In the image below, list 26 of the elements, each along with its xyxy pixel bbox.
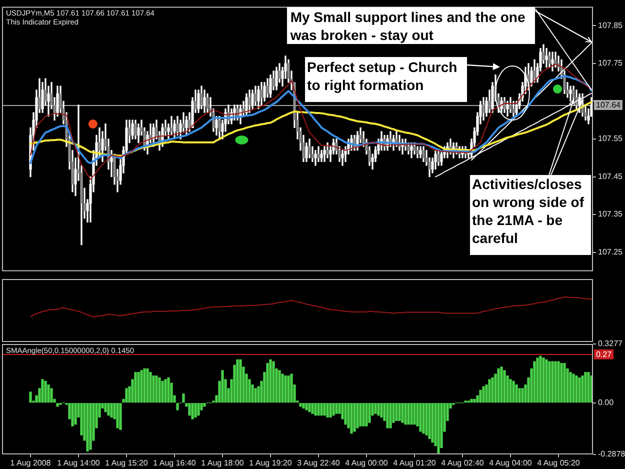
annotation: Perfect setup - Church to right formation [305, 57, 468, 102]
ref-line-label: 107.64 [596, 100, 622, 110]
x-tick-label: 1 Aug 16:40 [153, 458, 196, 468]
y-tick-label: 107.25 [598, 248, 624, 257]
x-tick-label: 1 Aug 18:00 [201, 458, 244, 468]
annotation: My Small support lines and the one was broken - stay out [287, 7, 536, 44]
x-tick-label: 3 Aug 22:40 [297, 458, 340, 468]
x-tick-label: 1 Aug 14:00 [57, 458, 100, 468]
x-tick-label: 4 Aug 04:00 [489, 458, 532, 468]
annotation: Activities/closes on wrong side of the 21MA - be careful [470, 175, 591, 255]
x-tick-label: 4 Aug 02:40 [441, 458, 484, 468]
x-tick-label: 1 Aug 15:20 [105, 458, 148, 468]
ref-line-label: 0.27 [596, 350, 612, 360]
y-tick-label: -0.2878 [598, 450, 625, 459]
y-tick-label: 107.35 [598, 210, 624, 219]
x-tick-label: 4 Aug 00:00 [345, 458, 388, 468]
x-tick-label: 1 Aug 19:20 [249, 458, 292, 468]
y-tick-label: 107.45 [598, 172, 624, 181]
y-tick-label: 0.00 [598, 398, 614, 407]
x-tick-label: 4 Aug 01:20 [393, 458, 436, 468]
x-tick-label: 1 Aug 2008 [10, 458, 52, 468]
x-tick-label: 4 Aug 05:20 [537, 458, 580, 468]
y-tick-label: 107.75 [598, 58, 624, 68]
y-tick-label: 0.3277 [598, 339, 624, 348]
y-tick-label: 107.85 [598, 20, 624, 30]
y-tick-label: 107.55 [598, 134, 624, 144]
